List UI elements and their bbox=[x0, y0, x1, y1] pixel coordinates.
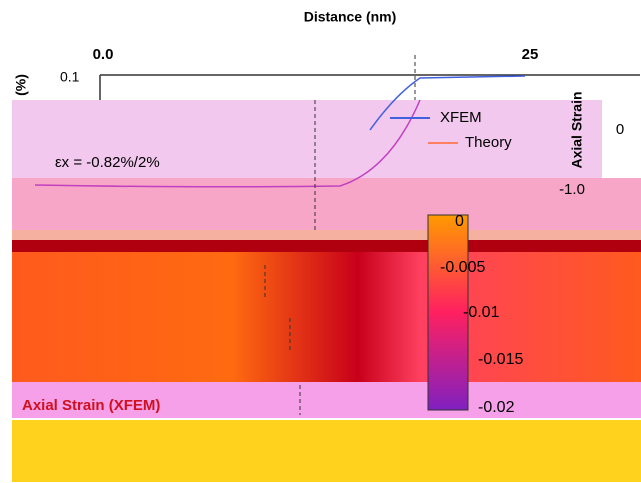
axis-title: Distance (nm) bbox=[304, 9, 397, 25]
right-tick: 0 bbox=[616, 121, 624, 138]
y-unit: (%) bbox=[13, 74, 29, 96]
map-band bbox=[12, 240, 641, 252]
colorbar-tick: -0.01 bbox=[463, 304, 500, 321]
right-axis-title: Axial Strain bbox=[569, 91, 585, 168]
colorbar bbox=[428, 215, 468, 410]
tick-label: 0.0 bbox=[93, 46, 114, 63]
panel-label: Axial Strain (XFEM) bbox=[22, 397, 160, 414]
colorbar-tick: 0 bbox=[455, 213, 464, 230]
right-tick: -1.0 bbox=[559, 181, 585, 198]
strain-map bbox=[12, 252, 641, 382]
y-tick: 0.1 bbox=[60, 69, 80, 85]
tick-label: 25 bbox=[522, 46, 539, 63]
bottom-band bbox=[12, 420, 641, 482]
legend-label: XFEM bbox=[440, 109, 482, 126]
figure: Distance (nm) 0.0 25 (%) 0.1 εx = -0.82%… bbox=[0, 0, 641, 483]
annotation: εx = -0.82%/2% bbox=[55, 154, 160, 171]
colorbar-tick: -0.015 bbox=[478, 351, 523, 368]
colorbar-tick: -0.02 bbox=[478, 399, 515, 416]
legend-label: Theory bbox=[465, 134, 512, 151]
colorbar-tick: -0.005 bbox=[440, 259, 485, 276]
